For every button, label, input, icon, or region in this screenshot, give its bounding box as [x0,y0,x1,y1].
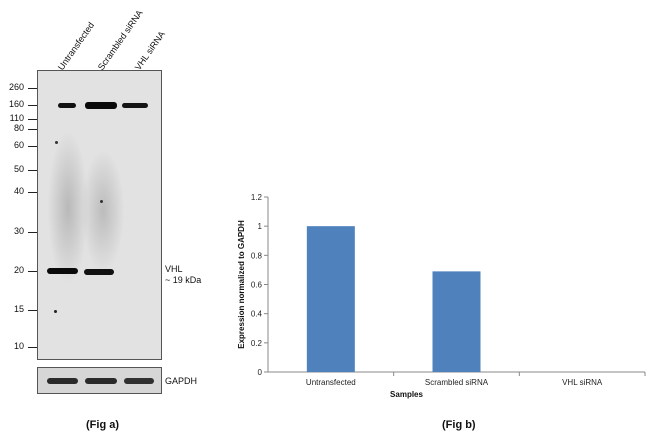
y-tick-label: 0.8 [251,251,263,260]
band-vhl-lane-2 [84,269,114,275]
vhl-band-label: VHL [165,264,183,274]
x-tick-label: Untransfected [306,378,356,387]
speck [55,141,58,144]
figure-a-caption: (Fig a) [86,419,119,431]
mw-marker: 20 [13,265,24,275]
y-tick-label: 1.2 [251,193,263,202]
y-tick-label: 0.4 [251,310,263,319]
gapdh-band-lane-1 [47,378,78,384]
x-tick-label: Scrambled siRNA [425,378,489,387]
speck [54,310,57,313]
x-tick-label: VHL siRNA [562,378,603,387]
y-tick-label: 1 [258,222,263,231]
y-tick-label: 0 [258,368,263,377]
mw-marker: 260 [8,82,24,92]
gapdh-band-lane-2 [85,378,117,384]
vhl-size-label: ~ 19 kDa [165,275,202,285]
mw-marker: 10 [13,341,24,351]
y-tick-label: 0.2 [251,339,263,348]
chart-labels: 0 0.2 0.4 0.6 0.8 1 1.2 Untransfected Scrambled … [237,193,603,399]
gapdh-blot [37,367,162,394]
mw-marker: 15 [13,304,24,314]
y-axis-title: Expression normalized to GAPDH [237,220,246,349]
mw-marker: 80 [13,123,24,133]
smear-lane-1 [48,133,88,283]
chart-bars [306,226,481,372]
band-160-lane-1 [58,103,76,108]
mw-marker: 160 [8,99,24,109]
bar-scrambled-sirna [432,271,481,372]
blot-membrane [37,70,162,360]
figure-b-caption: (Fig b) [442,419,476,431]
speck [100,200,103,203]
y-tick-label: 0.6 [251,281,263,290]
smear-lane-2 [82,151,124,271]
band-160-lane-2 [85,102,117,109]
gapdh-band-lane-3 [124,378,154,384]
x-axis-title: Samples [390,390,423,399]
band-160-lane-3 [122,103,148,108]
band-vhl-lane-1 [47,268,78,274]
mw-marker: 40 [13,186,24,196]
bar-untransfected [306,226,355,372]
mw-marker: 60 [13,140,24,150]
mw-marker: 30 [13,226,24,236]
gapdh-label: GAPDH [165,376,198,386]
mw-marker: 50 [13,164,24,174]
mw-marker: 110 [9,113,24,123]
